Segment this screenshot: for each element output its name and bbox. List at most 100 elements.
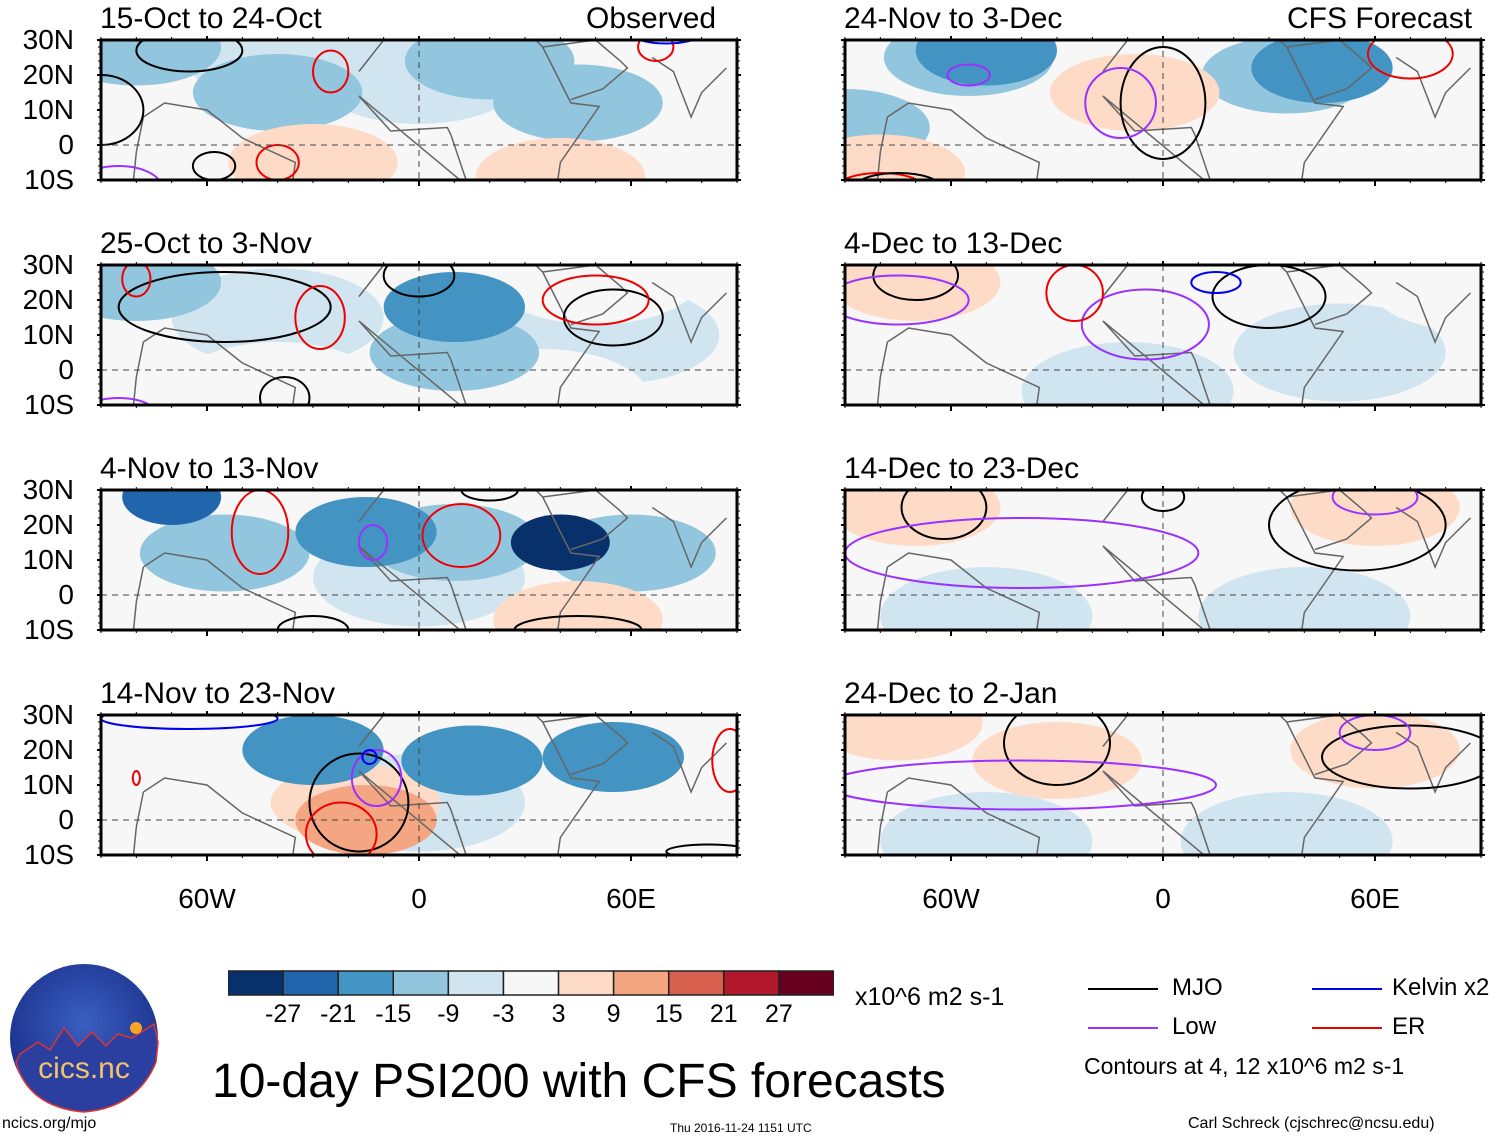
contour-mjo bbox=[135, 40, 244, 73]
y-tick-label: 30N bbox=[22, 699, 74, 730]
map-panel-p4 bbox=[97, 711, 741, 861]
legend-label-kelvin: Kelvin x2 bbox=[1392, 974, 1490, 1001]
contour-mjo bbox=[101, 74, 145, 146]
contour-low bbox=[1338, 715, 1412, 751]
anomaly-blob bbox=[1367, 265, 1481, 332]
map-panel-p6 bbox=[841, 261, 1485, 411]
map-panel-p8 bbox=[841, 711, 1485, 861]
anomaly-blob bbox=[542, 722, 684, 792]
y-tick-label: 20N bbox=[22, 284, 74, 315]
contour-mjo bbox=[872, 265, 960, 301]
colorbar-units: x10^6 m2 s-1 bbox=[855, 983, 1005, 1011]
anomaly-blob bbox=[1198, 567, 1411, 630]
chart-title: 10-day PSI200 with CFS forecasts bbox=[212, 1055, 946, 1108]
y-tick-label: 20N bbox=[22, 734, 74, 765]
contour-mjo bbox=[1140, 490, 1186, 512]
anomaly-blob bbox=[1127, 493, 1340, 592]
coastline-south-america bbox=[876, 327, 1041, 405]
legend-label-er: ER bbox=[1392, 1013, 1426, 1040]
y-tick-label: 30N bbox=[22, 24, 74, 55]
contour-mjo bbox=[276, 615, 350, 630]
colorbar-tick-label: -3 bbox=[492, 1000, 515, 1028]
anomaly-blob bbox=[242, 715, 384, 785]
anomaly-blob bbox=[510, 514, 610, 571]
anomaly-blob bbox=[1049, 54, 1220, 131]
contour-mjo bbox=[460, 490, 519, 502]
anomaly-blob bbox=[401, 725, 543, 796]
contour-mjo bbox=[308, 752, 410, 853]
colorbar-tick-label: -9 bbox=[437, 1000, 460, 1028]
legend-line-kelvin bbox=[1312, 988, 1382, 990]
contour-low bbox=[357, 524, 389, 561]
anomaly-blob bbox=[228, 124, 398, 180]
legend-note: Contours at 4, 12 x10^6 m2 s-1 bbox=[1084, 1053, 1405, 1079]
colorbar-swatch bbox=[557, 970, 615, 996]
y-tick-label: 30N bbox=[22, 474, 74, 505]
colorbar-tick-label: 9 bbox=[606, 1000, 621, 1028]
contour-mjo bbox=[513, 615, 643, 630]
anomaly-blob bbox=[475, 138, 646, 180]
anomaly-blob bbox=[122, 490, 222, 525]
panel-title: 24-Nov to 3-Dec bbox=[844, 2, 1063, 35]
map-panel-p7 bbox=[841, 486, 1485, 636]
forecast-label: CFS Forecast bbox=[1287, 2, 1473, 35]
colorbar-swatch bbox=[667, 970, 725, 996]
legend-label-low: Low bbox=[1172, 1013, 1217, 1040]
colorbar-swatch bbox=[778, 970, 834, 996]
contour-mjo bbox=[1211, 265, 1327, 329]
footer-timestamp: Thu 2016-11-24 1151 UTC bbox=[670, 1121, 812, 1135]
coastline-south-america bbox=[876, 777, 1041, 855]
colorbar-tick-label: -27 bbox=[265, 1000, 302, 1028]
y-tick-label: 30N bbox=[22, 249, 74, 280]
contour-er bbox=[294, 285, 346, 350]
x-tick-label: 60E bbox=[606, 883, 656, 914]
colorbar-swatch bbox=[612, 970, 670, 996]
y-tick-label: 0 bbox=[58, 129, 74, 160]
map-panel-p3 bbox=[97, 486, 741, 636]
legend-line-low bbox=[1088, 1027, 1158, 1029]
anomaly-blob bbox=[1233, 303, 1446, 402]
footer-author: Carl Schreck (cjschrec@ncsu.edu) bbox=[1188, 1115, 1435, 1132]
anomaly-blob bbox=[493, 581, 663, 630]
map-panel-p1 bbox=[97, 36, 741, 186]
contour-er bbox=[304, 801, 378, 855]
contour-low bbox=[1080, 288, 1210, 361]
panel-title: 25-Oct to 3-Nov bbox=[100, 227, 312, 260]
colorbar-swatch bbox=[392, 970, 450, 996]
anomaly-blob bbox=[101, 265, 222, 321]
coastline-south-america bbox=[132, 777, 297, 855]
contour-er bbox=[541, 274, 650, 326]
panel-title: 4-Nov to 13-Nov bbox=[100, 452, 319, 485]
anomaly-blob bbox=[845, 134, 966, 180]
panel-title: 14-Nov to 23-Nov bbox=[100, 677, 336, 710]
contour-mjo bbox=[382, 265, 456, 298]
logo-mountains bbox=[15, 1022, 159, 1113]
anomaly-blob bbox=[1290, 715, 1460, 789]
anomaly-blob bbox=[295, 497, 437, 567]
map-panel-p5 bbox=[841, 36, 1485, 186]
legend-line-er bbox=[1312, 1027, 1382, 1029]
y-tick-label: 10N bbox=[22, 544, 74, 575]
x-tick-label: 0 bbox=[411, 883, 427, 914]
contour-er bbox=[1366, 40, 1454, 80]
y-tick-label: 20N bbox=[22, 509, 74, 540]
contour-er bbox=[1045, 265, 1104, 322]
x-tick-label: 60E bbox=[1350, 883, 1400, 914]
contour-mjo bbox=[1003, 715, 1111, 786]
contour-er bbox=[131, 770, 141, 786]
y-tick-label: 0 bbox=[58, 804, 74, 835]
contour-kelvin-x2 bbox=[361, 749, 378, 765]
y-tick-label: 20N bbox=[22, 59, 74, 90]
panel-title: 15-Oct to 24-Oct bbox=[100, 2, 322, 35]
coastline-south-america bbox=[132, 552, 297, 630]
footer-url[interactable]: ncics.org/mjo bbox=[2, 1115, 97, 1132]
contour-low bbox=[845, 517, 1200, 589]
contour-kelvin-x2 bbox=[637, 40, 696, 45]
legend-line-mjo bbox=[1088, 988, 1158, 990]
colorbar-swatch bbox=[502, 970, 560, 996]
contour-er bbox=[637, 40, 675, 62]
contour-er bbox=[711, 728, 737, 793]
colorbar-swatch bbox=[282, 970, 339, 996]
y-tick-label: 0 bbox=[58, 354, 74, 385]
logo-text: cics.nc bbox=[38, 1052, 130, 1085]
